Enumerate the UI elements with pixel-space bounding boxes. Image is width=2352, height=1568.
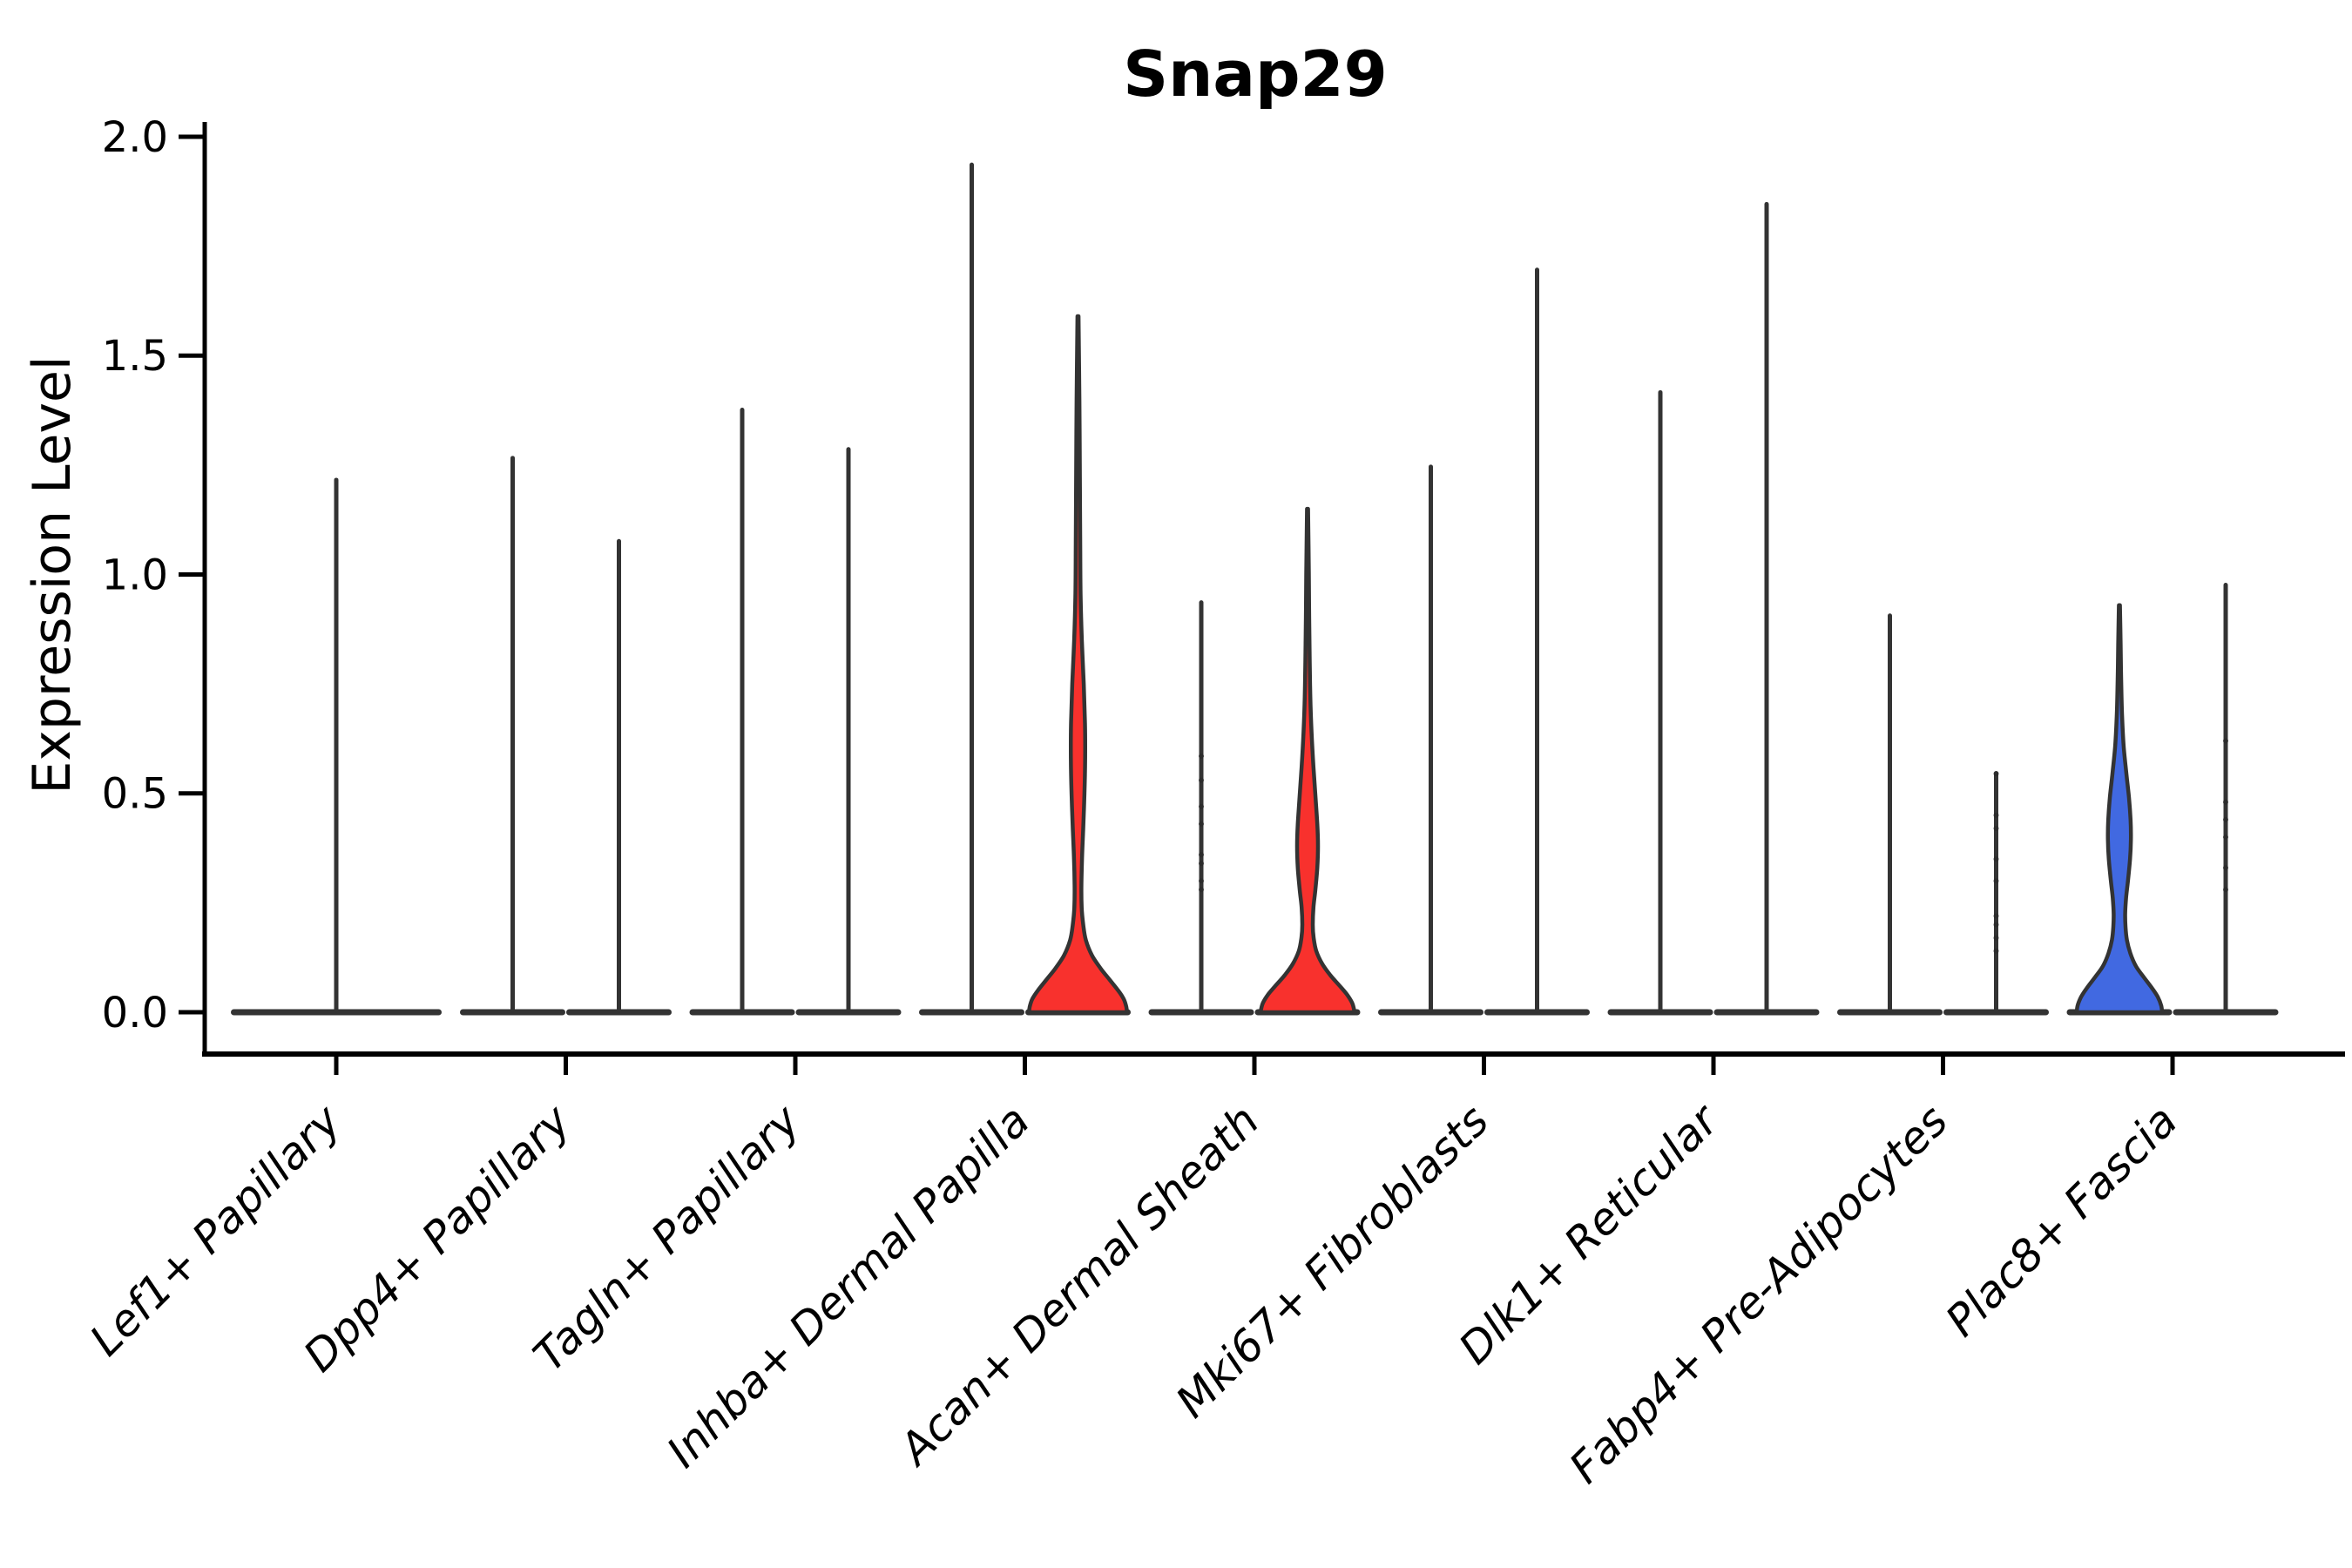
violin-point-acan-dermal-sheath-left bbox=[1199, 852, 1204, 858]
violin-point-plac8-fascia-right bbox=[2223, 738, 2228, 744]
y-tick-label: 0.5 bbox=[102, 770, 168, 819]
violin-point-fabp4-pre-adipocytes-right bbox=[1993, 771, 1999, 777]
violin-point-fabp4-pre-adipocytes-right bbox=[1993, 856, 1999, 862]
violin-point-acan-dermal-sheath-left bbox=[1199, 887, 1204, 893]
x-tick-label-inhba-dermal-papilla: Inhba+ Dermal Papilla bbox=[658, 1095, 1039, 1477]
x-tick-label-plac8-fascia: Plac8+ Fascia bbox=[1936, 1095, 2187, 1346]
violin-point-acan-dermal-sheath-left bbox=[1199, 878, 1204, 884]
chart-title: Snap29 bbox=[1123, 37, 1387, 111]
y-tick-label: 1.0 bbox=[102, 551, 168, 599]
violin-point-acan-dermal-sheath-left bbox=[1199, 754, 1204, 760]
y-axis-label: Expression Level bbox=[22, 355, 83, 794]
y-tick-label: 1.5 bbox=[102, 332, 168, 381]
violin-point-fabp4-pre-adipocytes-right bbox=[1993, 878, 1999, 884]
violin-point-plac8-fascia-right bbox=[2223, 835, 2228, 840]
violin-body-inhba-dermal-papilla-right bbox=[1027, 314, 1129, 1015]
violin-point-fabp4-pre-adipocytes-right bbox=[1993, 825, 1999, 831]
violin-body-plac8-fascia-left bbox=[2074, 603, 2165, 1015]
y-tick-label: 0.0 bbox=[102, 989, 168, 1037]
violin-point-fabp4-pre-adipocytes-right bbox=[1993, 948, 1999, 954]
violin-point-acan-dermal-sheath-left bbox=[1199, 777, 1204, 783]
violin-point-fabp4-pre-adipocytes-right bbox=[1993, 935, 1999, 941]
violin-point-fabp4-pre-adipocytes-right bbox=[1993, 922, 1999, 928]
y-tick-label: 2.0 bbox=[102, 113, 168, 162]
violin-point-plac8-fascia-right bbox=[2223, 799, 2228, 805]
violin-point-acan-dermal-sheath-left bbox=[1199, 803, 1204, 809]
x-tick-label-fabp4-pre-adipocytes: Fabp4+ Pre-Adipocytes bbox=[1559, 1095, 1957, 1493]
violin-point-plac8-fascia-right bbox=[2223, 816, 2228, 822]
violin-point-plac8-fascia-right bbox=[2223, 865, 2228, 871]
violin-point-fabp4-pre-adipocytes-right bbox=[1993, 913, 1999, 919]
violin-point-fabp4-pre-adipocytes-right bbox=[1993, 812, 1999, 818]
violin-body-acan-dermal-sheath-right bbox=[1258, 506, 1357, 1015]
violin-point-plac8-fascia-right bbox=[2223, 887, 2228, 893]
violin-point-acan-dermal-sheath-left bbox=[1199, 821, 1204, 827]
x-tick-label-lef1-papillary: Lef1+ Papillary bbox=[80, 1094, 351, 1365]
violin-point-acan-dermal-sheath-left bbox=[1199, 861, 1204, 867]
